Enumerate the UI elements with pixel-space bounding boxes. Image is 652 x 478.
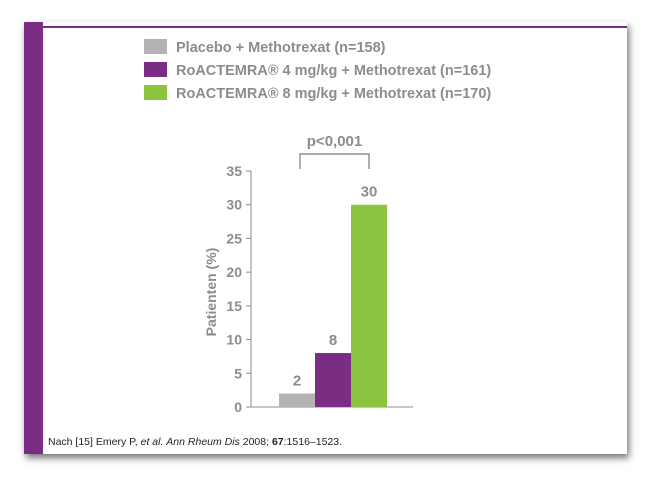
y-axis: 0 5 10 15 20 25 30 35 xyxy=(226,163,413,415)
legend: Placebo + Methotrexat (n=158) RoACTEMRA® … xyxy=(144,39,491,102)
legend-swatch-1 xyxy=(144,39,167,54)
bar-3 xyxy=(351,204,387,407)
legend-label-1: Placebo + Methotrexat (n=158) xyxy=(176,40,386,56)
citation-pages: :1516–1523. xyxy=(283,436,343,448)
citation-volume: 67 xyxy=(271,436,284,448)
bar-1 xyxy=(279,393,315,407)
bar-2 xyxy=(315,353,351,407)
legend-label-3: RoACTEMRA® 8 mg/kg + Methotrexat (n=170) xyxy=(176,86,491,102)
bar-chart: Placebo + Methotrexat (n=158) RoACTEMRA® … xyxy=(144,39,491,415)
bars: 2 8 30 xyxy=(279,184,387,407)
bar-value-label-3: 30 xyxy=(361,184,378,201)
bar-value-label-1: 2 xyxy=(293,373,301,390)
accent-sidebar xyxy=(24,22,43,454)
bar-value-label-2: 8 xyxy=(329,332,337,349)
significance-annotation: p<0,001 xyxy=(299,133,370,169)
citation-year: 2008; xyxy=(239,436,272,448)
legend-label-2: RoACTEMRA® 4 mg/kg + Methotrexat (n=161) xyxy=(176,63,491,79)
legend-swatch-3 xyxy=(144,85,167,100)
citation-journal: Ann Rheum Dis xyxy=(166,436,240,448)
y-tick-label: 30 xyxy=(226,197,242,213)
citation: Nach [15] Emery P, et al. Ann Rheum Dis … xyxy=(48,436,342,448)
y-tick-label: 25 xyxy=(226,230,242,246)
y-tick-label: 15 xyxy=(226,298,242,314)
y-tick-label: 10 xyxy=(226,332,242,348)
top-rule xyxy=(43,26,627,28)
citation-prefix: Nach [15] Emery P, xyxy=(48,436,141,448)
p-value-label: p<0,001 xyxy=(307,133,362,150)
y-tick-label: 5 xyxy=(234,365,242,381)
significance-bracket xyxy=(299,153,370,169)
y-tick-label: 35 xyxy=(226,163,242,179)
y-axis-label: Patienten (%) xyxy=(203,248,219,337)
y-tick-label: 20 xyxy=(226,264,242,280)
legend-swatch-2 xyxy=(144,62,167,77)
y-tick-label: 0 xyxy=(234,399,242,415)
citation-etal: et al. xyxy=(140,436,164,448)
figure-card: Placebo + Methotrexat (n=158) RoACTEMRA® … xyxy=(24,22,627,454)
